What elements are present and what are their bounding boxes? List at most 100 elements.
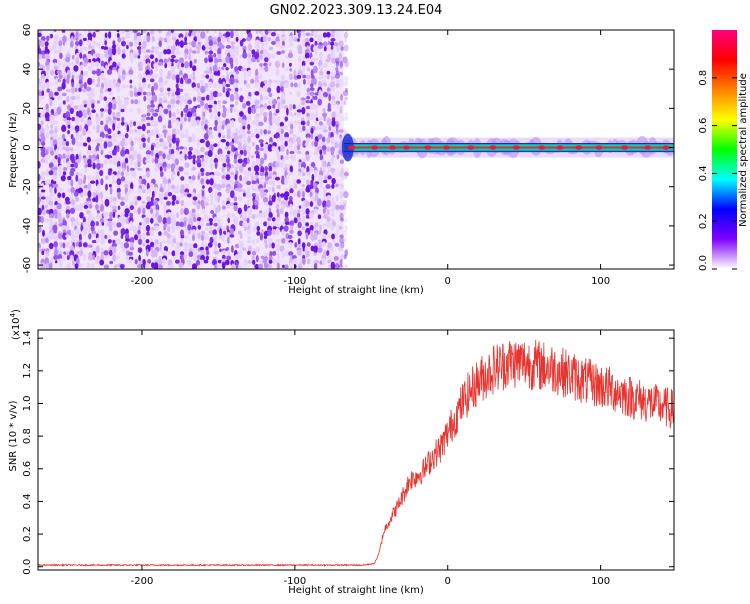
- noise-speckle: [209, 178, 214, 186]
- noise-speckle: [45, 157, 48, 165]
- noise-speckle: [45, 262, 50, 269]
- noise-speckle: [188, 248, 194, 252]
- noise-speckle: [44, 53, 50, 60]
- noise-speckle: [130, 140, 134, 147]
- noise-speckle: [233, 202, 238, 206]
- noise-speckle: [258, 139, 264, 144]
- noise-speckle: [289, 230, 294, 234]
- noise-speckle: [248, 213, 252, 219]
- noise-speckle: [53, 229, 57, 234]
- noise-speckle: [234, 87, 239, 93]
- noise-speckle: [88, 204, 93, 209]
- snr-y-multiplier: (x104): [9, 309, 22, 340]
- noise-speckle: [53, 254, 59, 260]
- noise-speckle: [330, 261, 336, 269]
- noise-speckle: [251, 180, 257, 185]
- noise-speckle: [319, 70, 324, 76]
- noise-speckle: [100, 65, 105, 73]
- noise-speckle: [145, 49, 151, 53]
- noise-speckle: [149, 229, 155, 236]
- noise-speckle: [166, 163, 171, 169]
- noise-speckle: [125, 228, 129, 235]
- noise-speckle: [335, 34, 341, 38]
- noise-speckle: [99, 86, 104, 95]
- noise-speckle: [150, 129, 155, 137]
- noise-speckle: [50, 150, 55, 156]
- noise-speckle: [205, 179, 210, 185]
- noise-speckle: [213, 43, 218, 52]
- noise-speckle: [264, 252, 269, 257]
- noise-speckle: [254, 45, 260, 49]
- noise-speckle: [212, 90, 219, 98]
- noise-speckle: [293, 192, 298, 197]
- noise-speckle: [208, 57, 214, 63]
- noise-speckle: [208, 104, 213, 109]
- noise-speckle: [309, 37, 314, 43]
- noise-speckle: [40, 36, 46, 42]
- noise-speckle: [223, 63, 227, 68]
- noise-speckle: [150, 144, 154, 152]
- noise-speckle: [255, 30, 260, 34]
- noise-speckle: [180, 208, 184, 216]
- noise-speckle: [61, 192, 66, 199]
- noise-speckle: [137, 91, 142, 96]
- noise-speckle: [311, 75, 315, 80]
- trace-peak: [424, 145, 432, 150]
- noise-speckle: [218, 153, 223, 162]
- noise-speckle: [204, 82, 209, 89]
- noise-speckle: [154, 163, 158, 168]
- noise-speckle: [251, 193, 257, 198]
- noise-speckle: [86, 119, 92, 127]
- noise-speckle: [62, 219, 67, 227]
- noise-speckle: [331, 119, 336, 127]
- noise-speckle: [243, 204, 248, 212]
- noise-speckle: [150, 30, 155, 35]
- trace-peak: [662, 145, 670, 150]
- noise-speckle: [105, 64, 108, 72]
- noise-speckle: [191, 166, 197, 171]
- noise-speckle: [259, 128, 263, 136]
- noise-speckle: [70, 254, 74, 261]
- noise-speckle: [230, 30, 234, 39]
- noise-speckle: [44, 41, 49, 47]
- noise-speckle: [104, 49, 110, 55]
- noise-speckle: [178, 83, 184, 87]
- noise-speckle: [205, 255, 209, 261]
- noise-speckle: [226, 123, 232, 131]
- noise-speckle: [129, 84, 133, 89]
- spectrogram-noise: [38, 30, 350, 269]
- noise-speckle: [289, 39, 293, 48]
- noise-speckle: [147, 83, 151, 89]
- snr-x-tick-label: -100: [283, 576, 306, 587]
- noise-speckle: [55, 148, 59, 157]
- noise-speckle: [105, 175, 109, 180]
- noise-speckle: [344, 218, 348, 223]
- noise-speckle: [331, 233, 336, 240]
- noise-speckle: [284, 140, 288, 147]
- noise-speckle: [329, 81, 335, 88]
- noise-speckle: [130, 226, 134, 232]
- noise-speckle: [268, 242, 273, 249]
- noise-speckle: [167, 124, 172, 129]
- noise-speckle: [200, 218, 205, 223]
- noise-speckle: [340, 46, 344, 51]
- noise-speckle: [314, 232, 318, 241]
- noise-speckle: [220, 138, 226, 143]
- noise-speckle: [158, 259, 163, 265]
- noise-speckle: [197, 192, 201, 199]
- noise-speckle: [275, 222, 280, 227]
- noise-speckle: [128, 69, 134, 75]
- noise-speckle: [204, 227, 209, 231]
- noise-speckle: [75, 57, 80, 65]
- noise-speckle: [147, 104, 151, 110]
- noise-speckle: [208, 62, 213, 68]
- noise-speckle: [172, 171, 176, 175]
- noise-speckle: [84, 167, 87, 173]
- noise-speckle: [163, 99, 168, 104]
- noise-speckle: [176, 61, 181, 69]
- noise-speckle: [57, 254, 63, 260]
- noise-speckle: [45, 81, 51, 89]
- noise-speckle: [104, 124, 109, 132]
- noise-speckle: [322, 129, 328, 133]
- noise-speckle: [71, 81, 75, 88]
